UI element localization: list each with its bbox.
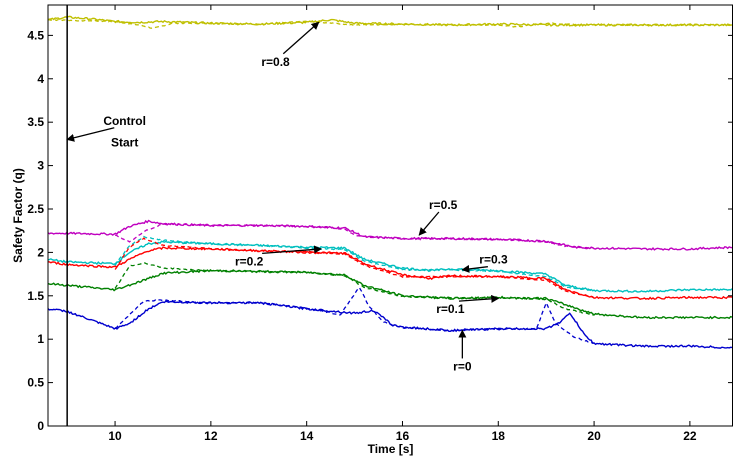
x-tick-label: 20 [587,429,601,443]
series-r-0-3-solid-line [47,240,733,293]
annotation-r-0-2: r=0.2 [235,254,264,268]
annotation-r-0: r=0 [453,359,472,373]
y-tick-label: 3 [37,159,44,173]
y-tick-label: 2.5 [27,202,44,216]
annotation-arrow-r-0-8 [282,21,320,55]
series-r-0-solid-line [47,300,733,349]
y-axis-ticks: 0 0.5 1 1.5 2 2.5 3 3.5 4 4.5 [27,28,733,433]
annotation-start: Start [111,135,138,149]
y-tick-label: 0.5 [27,376,44,390]
annotation-arrow-r-0-3 [461,264,488,273]
annotations-layer: r=0.8 r=0.5 r=0.3 r=0.2 r=0.1 r=0 Control Start [66,21,508,373]
annotation-r-0-1: r=0.1 [436,302,465,316]
annotation-arrow-r-0-1 [458,294,500,303]
annotation-r-0-8: r=0.8 [261,55,290,69]
x-tick-label: 18 [492,429,506,443]
series-r-0-2-solid-line [47,246,733,301]
series-r-0-5-solid-line [47,219,733,251]
y-tick-label: 0 [37,419,44,433]
series-r-0-8-solid-line [47,15,733,27]
series-r-0-8-dashed-line [47,18,733,29]
y-tick-label: 1.5 [27,289,44,303]
x-tick-label: 10 [108,429,122,443]
y-tick-label: 3.5 [27,115,44,129]
annotation-arrow-control [66,127,115,142]
plot-area [48,5,733,426]
y-tick-label: 2 [37,245,44,259]
series-layer [47,15,733,349]
annotation-r-0-5: r=0.5 [429,198,458,212]
annotation-arrow-r-0-2 [262,245,323,255]
series-r-0-1-solid-line [47,268,733,320]
y-axis-label: Safety Factor (q) [11,168,25,263]
x-axis-label: Time [s] [368,442,414,456]
series-r-0-5-dashed-line [115,222,594,249]
annotation-r-0-3: r=0.3 [479,253,508,267]
y-tick-label: 4.5 [27,28,44,42]
x-tick-label: 12 [204,429,218,443]
y-tick-label: 4 [37,72,44,86]
x-axis-ticks: 10 12 14 16 18 20 22 [108,5,697,443]
y-tick-label: 1 [37,332,44,346]
annotation-control: Control [103,114,146,128]
x-tick-label: 22 [683,429,697,443]
annotation-arrow-r-0-5 [418,211,440,236]
x-tick-label: 16 [396,429,410,443]
x-tick-label: 14 [300,429,314,443]
